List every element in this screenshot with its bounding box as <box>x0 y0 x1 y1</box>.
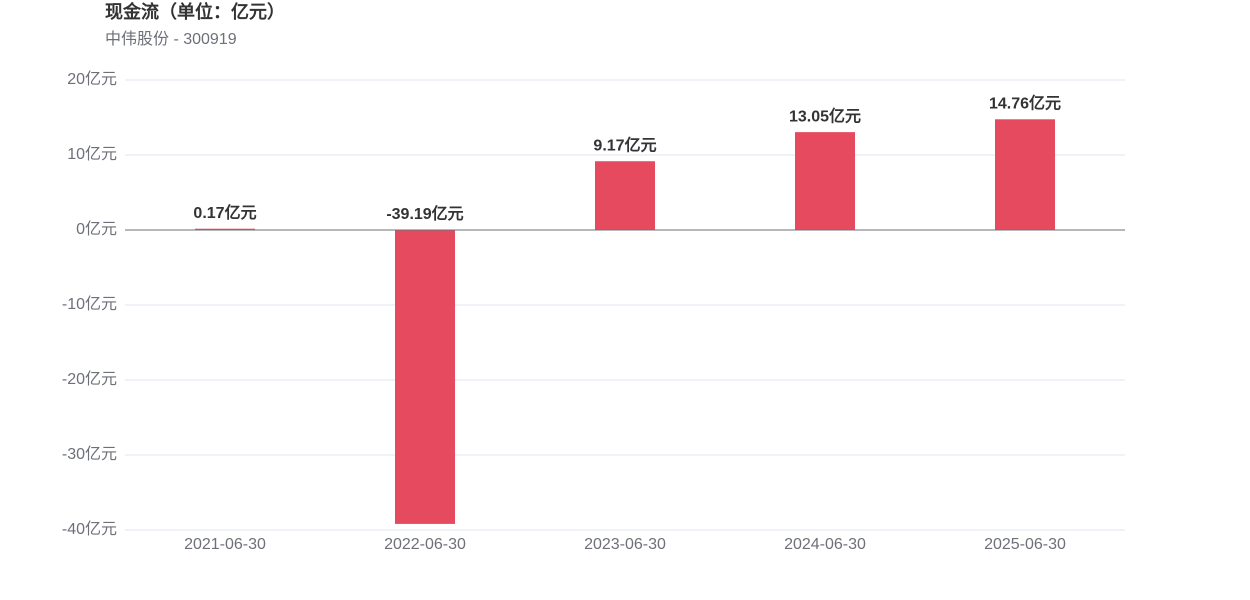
x-tick-label: 2022-06-30 <box>384 536 466 553</box>
value-label: 0.17亿元 <box>193 203 256 222</box>
bar <box>195 228 255 230</box>
x-tick-label: 2021-06-30 <box>184 536 266 553</box>
y-tick-label: -20亿元 <box>62 370 117 388</box>
bar <box>795 132 855 230</box>
x-tick-label: 2025-06-30 <box>984 536 1066 553</box>
value-label: 14.76亿元 <box>989 94 1061 113</box>
chart-title: 现金流（单位：亿元） <box>105 1 285 22</box>
value-label: 13.05亿元 <box>789 106 861 125</box>
y-tick-label: -10亿元 <box>62 295 117 313</box>
bar <box>395 230 455 524</box>
y-tick-label: 20亿元 <box>67 70 117 88</box>
bar <box>995 119 1055 230</box>
value-label: 9.17亿元 <box>593 135 656 154</box>
y-tick-label: 10亿元 <box>67 145 117 163</box>
y-tick-label: -40亿元 <box>62 520 117 538</box>
x-tick-label: 2024-06-30 <box>784 536 866 553</box>
bar <box>595 161 655 230</box>
y-tick-label: 0亿元 <box>76 220 117 238</box>
x-tick-label: 2023-06-30 <box>584 536 666 553</box>
y-tick-label: -30亿元 <box>62 445 117 463</box>
chart-subtitle: 中伟股份 - 300919 <box>105 30 237 48</box>
value-label: -39.19亿元 <box>386 204 463 223</box>
